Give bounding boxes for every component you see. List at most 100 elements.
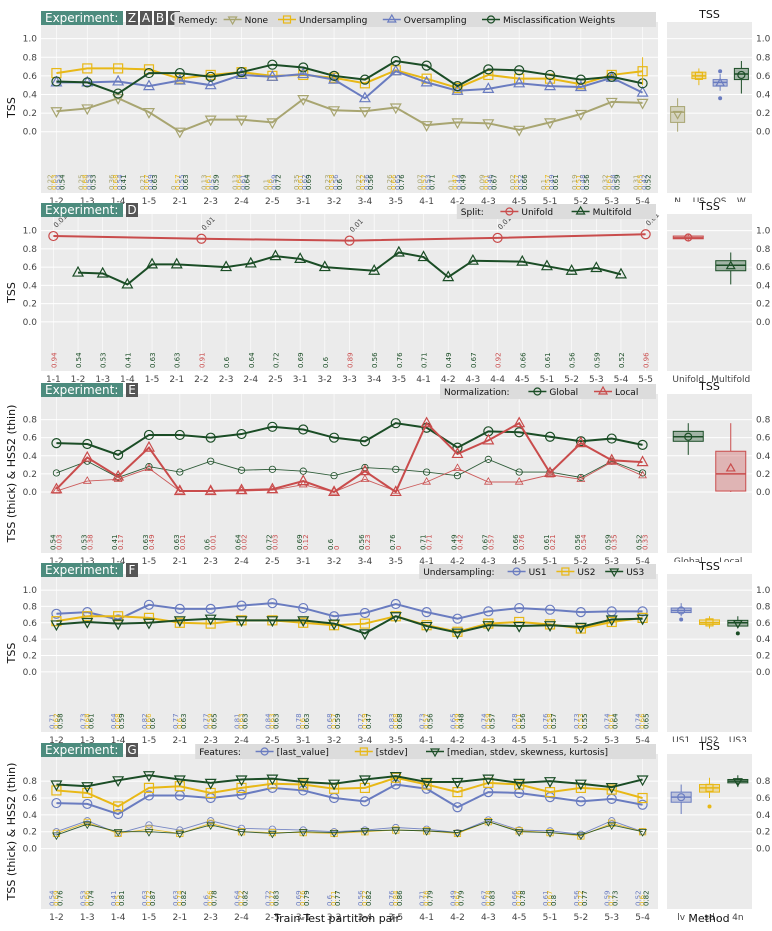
value-label: 0.07 [417, 174, 425, 190]
value-label: 0.59 [605, 534, 613, 550]
thin-series-point [607, 822, 617, 830]
value-label: 0.78 [519, 890, 527, 906]
value-label: 0.72 [577, 890, 585, 906]
series-point [113, 801, 124, 812]
series-point [143, 782, 155, 794]
series-point [389, 612, 402, 623]
value-label: 0.61 [87, 713, 95, 729]
value-label: 0.66 [512, 534, 520, 550]
experiment-badge: Experiment: D [41, 203, 138, 217]
y-tick-label: 0.2 [23, 828, 37, 838]
x-tick-label: 3-1 [296, 197, 311, 207]
value-label: 0.72 [272, 352, 280, 368]
value-label: 0.65 [449, 713, 457, 729]
value-label: 0.79 [457, 890, 465, 906]
box-mean-marker [694, 71, 703, 80]
value-label: 0.61 [606, 174, 614, 190]
experiment-badge-background [41, 11, 123, 25]
series-point [482, 82, 495, 93]
y-tick-label: 0.2 [23, 109, 37, 119]
value-label: 0 [395, 546, 403, 550]
value-label: 0.21 [139, 174, 147, 190]
series-point [266, 118, 279, 130]
x-tick-label: 3-5 [388, 197, 403, 207]
side-x-axis-title: Method [688, 912, 729, 925]
side-title-strip [667, 202, 752, 214]
series-point [236, 789, 247, 800]
value-label: 0.64 [236, 174, 244, 190]
value-label: 0.67 [143, 174, 151, 190]
side-title: TSS [698, 200, 720, 213]
value-label: 0.26 [386, 174, 394, 190]
value-label: 0.77 [334, 890, 342, 906]
series-point [82, 798, 93, 810]
legend-item-label: [last_value] [277, 748, 329, 758]
legend-key-marker [359, 747, 368, 756]
thin-series-point [360, 474, 370, 482]
x-tick-label: 2-5 [265, 557, 280, 567]
series-point [359, 74, 371, 85]
value-label: 0.6 [176, 717, 184, 729]
x-tick-label: 1-4 [111, 913, 126, 923]
value-label: 0.76 [389, 534, 397, 550]
value-label: 0.01 [179, 534, 187, 550]
x-tick-label: 2-3 [219, 375, 234, 385]
y-axis-title: TSS [5, 97, 18, 119]
series-point [266, 616, 279, 628]
x-tick-label: 1-4 [120, 375, 135, 385]
value-label: 0.71 [48, 713, 56, 729]
value-label: 0.56 [367, 174, 375, 190]
series-point [358, 464, 371, 476]
series-point [421, 607, 432, 618]
y-tick-label: 0.4 [23, 635, 38, 645]
experiment-badge-background [41, 383, 123, 397]
value-label: 0.94 [50, 352, 58, 368]
legend: Undersampling: US1 US2 US3 [419, 564, 656, 579]
box-mean-marker [684, 233, 693, 242]
series-point [605, 615, 618, 627]
legend-key-marker [282, 15, 292, 24]
value-label: 0.81 [118, 890, 126, 906]
series-point [605, 453, 618, 465]
x-tick-label: 1-4 [111, 197, 126, 207]
value-label: 0.76 [423, 890, 431, 906]
value-label: 0.77 [268, 890, 276, 906]
value-label: 0.76 [542, 713, 550, 729]
series-line-undersampling [56, 67, 643, 90]
series-point [544, 466, 557, 478]
series-point [82, 63, 93, 74]
value-label: 0.49 [148, 534, 156, 550]
series-line-unifold [53, 233, 646, 242]
value-label: 0.54 [58, 174, 66, 190]
thin-series-point [113, 829, 123, 837]
legend-key-marker [575, 205, 586, 215]
value-label: 0.63 [149, 352, 157, 368]
series-point [235, 483, 248, 495]
value-label: 0.67 [470, 352, 478, 368]
series-point [51, 437, 62, 449]
series-point [205, 603, 216, 614]
value-label: 0.42 [641, 174, 649, 190]
series-point [328, 106, 341, 118]
x-tick-label: 5-3 [604, 557, 619, 567]
value-label: 0.58 [610, 174, 618, 190]
y-axis-title: TSS (thick) & HSS2 (thin) [5, 405, 18, 544]
value-label: 0.7 [608, 895, 616, 906]
experiment-letter: A [142, 11, 151, 25]
series-point [146, 257, 159, 269]
thin-series-point [267, 830, 277, 839]
series-point [452, 802, 463, 813]
panels: 0.0 0.0 0.2 0.2 0.4 0.4 0.6 0.6 0.8 0.8 1.0 1.0 1-2 1… [5, 8, 771, 923]
thin-series-point [638, 469, 647, 477]
value-label: 0.12 [302, 534, 310, 550]
series-point [173, 775, 186, 787]
value-label: 0.56 [573, 890, 581, 906]
value-label: 0 [333, 546, 341, 550]
experiment-badge: Experiment: F [41, 563, 138, 577]
x-tick-label: 4-5 [512, 736, 527, 746]
series-point [266, 70, 279, 81]
legend-key-marker [533, 387, 542, 396]
side-y-tick-label: 0.0 [756, 845, 771, 855]
value-label: 0.56 [583, 174, 591, 190]
value-label: 0.1 [540, 179, 548, 190]
